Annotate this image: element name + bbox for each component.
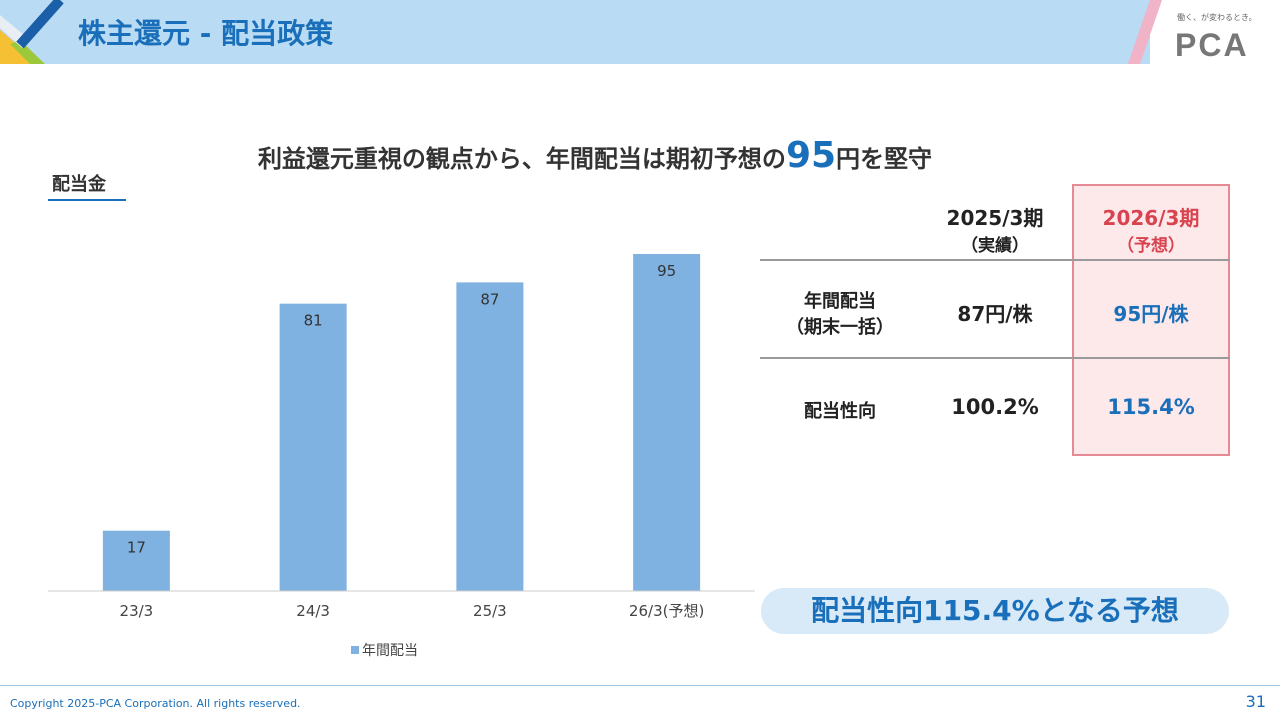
logo-area [1150,0,1280,64]
data-label: 17 [127,539,146,557]
bar [633,254,701,591]
green-stripe [10,40,45,64]
bar [102,530,170,591]
legend-label: 年間配当 [362,643,418,659]
callout-banner: 配当性向115.4%となる予想 [761,588,1229,634]
header-bar [0,0,1280,64]
blue-stripe [16,0,64,49]
bar [456,282,524,591]
headline-number: 95 [785,135,837,176]
row-label-line2: （期末一括） [786,317,894,338]
x-tick-label: 24/3 [296,602,330,620]
payout-2026: 115.4% [1107,395,1195,419]
headline: 利益還元重視の観点から、年間配当は期初予想の95円を堅守 [0,135,1190,176]
logo-tagline: 働く、が変わるとき。 [1177,13,1257,22]
col-header-2025-line2: （実績） [961,236,1029,256]
chart-label: 配当金 [52,174,106,195]
headline-prefix: 利益還元重視の観点から、年間配当は期初予想の [257,145,786,173]
headline-suffix: 円を堅守 [836,145,933,173]
row-label-payout: 配当性向 [804,401,876,422]
pink-stripe-overlay [1128,0,1162,64]
pca-logo: PCA [1175,27,1249,63]
data-label: 81 [304,312,323,330]
footer-divider [0,685,1280,686]
copyright: Copyright 2025-PCA Corporation. All righ… [10,697,301,710]
bar [279,303,347,591]
row-label-line1: 年間配当 [804,291,876,312]
col-header-2026: 2026/3期 （予想） [1074,202,1228,256]
data-label: 95 [657,262,676,280]
payout-2025: 100.2% [951,395,1039,419]
forecast-column-highlight [1072,184,1230,456]
x-tick-label: 25/3 [473,602,507,620]
data-label: 87 [480,290,499,308]
table-divider [760,259,1230,261]
bar-chart: 17 23/3 81 24/3 87 25/3 95 26/3(予想) 年間配当 [48,254,755,659]
page-number: 31 [1245,692,1266,711]
x-tick-label: 26/3(予想) [629,602,704,620]
row-label-dividend: 年間配当 （期末一括） [760,287,920,339]
legend-swatch [351,646,359,654]
table-divider [760,357,1230,359]
dividend-2026: 95円/株 [1113,302,1189,326]
col-header-2026-line1: 2026/3期 [1102,206,1200,230]
col-header-2025-line1: 2025/3期 [946,206,1044,230]
col-header-2026-line2: （予想） [1117,236,1185,256]
chart-label-underline [48,199,126,201]
col-header-2025: 2025/3期 （実績） [920,202,1070,256]
page-title: 株主還元 - 配当政策 [78,17,334,50]
x-tick-label: 23/3 [120,602,154,620]
dividend-2025: 87円/株 [957,302,1033,326]
